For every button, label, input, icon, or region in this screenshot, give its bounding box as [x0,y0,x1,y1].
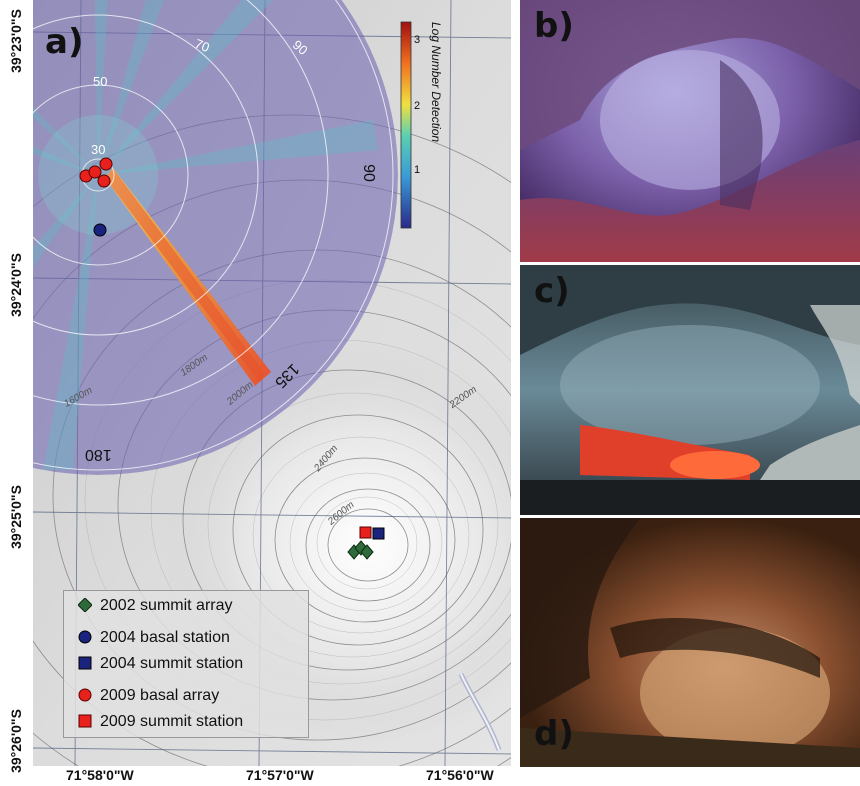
square-icon [78,656,92,670]
crater-photo-c: c) [520,265,860,515]
lon-label: 71°56'0"W [426,767,494,783]
circle-icon [78,630,92,644]
colorbar [400,21,412,229]
crater-photo-b-image [520,0,860,262]
legend-item-2002-summit-array: 2002 summit array [77,597,233,615]
crater-photo-b: b) [520,0,860,262]
circle-icon [78,688,92,702]
colorbar-title: Log Number Detection [429,22,443,143]
panel-label-a: a) [45,22,84,62]
map-panel: 30 50 70 90 90 135 180 1600m 1800m 2000m… [33,0,511,766]
map-canvas [33,0,511,766]
legend-item-2004-summit-station: 2004 summit station [78,655,243,673]
lon-label: 71°57'0"W [246,767,314,783]
range-label-50: 50 [93,74,108,89]
crater-photo-d-image [520,518,860,767]
summit-array-2002 [347,540,374,560]
azimuth-label-90: 90 [359,164,377,182]
colorbar-tick: 3 [414,34,421,46]
lat-label: 39°25'0"S [8,485,24,549]
lat-label: 39°26'0"S [8,709,24,773]
legend-item-2009-summit-station: 2009 summit station [78,713,243,731]
legend: 2002 summit array 2004 basal station 200… [63,590,309,738]
lat-label: 39°23'0"S [8,9,24,73]
legend-item-2004-basal-station: 2004 basal station [78,629,230,647]
basal-station-2004 [93,223,107,237]
range-label-30: 30 [91,142,106,157]
legend-item-2009-basal-array: 2009 basal array [78,687,219,705]
range-rings [33,0,394,471]
colorbar-tick: 2 [414,100,421,112]
summit-station-2009 [359,526,372,539]
panel-label-d: d) [534,714,574,754]
colorbar-tick: 1 [414,164,421,176]
summit-station-2004 [372,527,385,540]
azimuth-label-180: 180 [85,446,112,463]
lon-label: 71°58'0"W [66,767,134,783]
detection-rays [33,0,378,470]
station-marker [360,544,374,560]
panel-label-b: b) [534,6,574,46]
crater-photo-d: d) [520,518,860,767]
crater-photo-c-image [520,265,860,515]
panel-label-c: c) [534,271,570,311]
station-marker [99,157,113,171]
station-marker [88,165,102,179]
lat-label: 39°24'0"S [8,253,24,317]
diamond-icon [77,597,93,613]
station-marker [97,174,111,188]
square-icon [78,714,92,728]
basal-array-2009 [79,157,113,188]
